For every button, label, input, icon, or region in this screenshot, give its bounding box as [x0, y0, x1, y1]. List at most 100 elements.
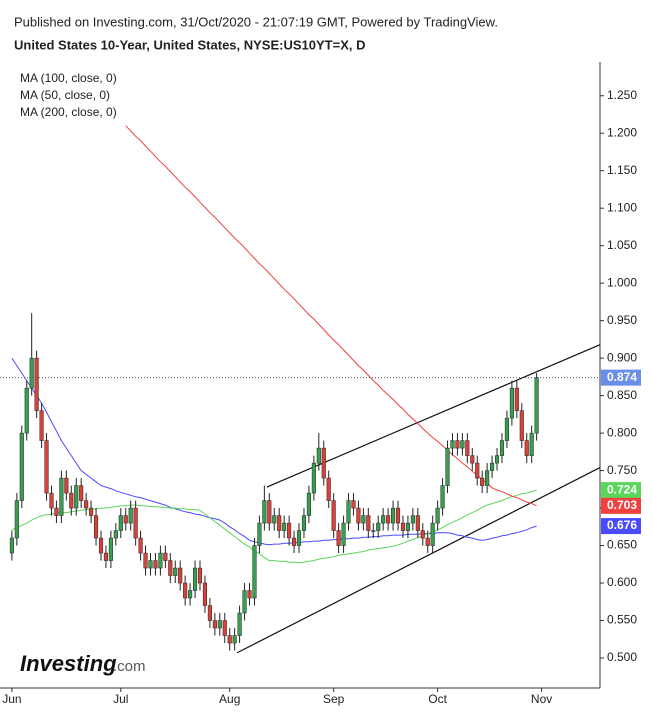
candle-body	[470, 455, 475, 464]
last-price-label: 0.874	[607, 370, 637, 384]
logo-suffix: .com	[113, 658, 146, 675]
x-tick-label: Jul	[113, 692, 128, 706]
y-tick-label: 0.550	[607, 613, 637, 627]
candle-body	[34, 357, 39, 411]
candle-body	[98, 537, 104, 554]
candle-body	[361, 515, 366, 524]
candle-body	[153, 560, 158, 569]
y-tick-label: 0.600	[607, 575, 637, 589]
candle-body	[391, 507, 396, 524]
candle-body	[306, 492, 311, 516]
candle-body	[188, 590, 193, 599]
candle-body	[425, 537, 430, 546]
candle-body	[173, 567, 178, 576]
y-tick-label: 1.100	[607, 200, 637, 214]
y-tick-label: 0.850	[607, 388, 637, 402]
ma-value-label: 0.724	[607, 482, 637, 496]
ma-value-label: 0.703	[607, 498, 637, 512]
candle-body	[232, 635, 237, 644]
candle-body	[296, 530, 302, 546]
candle-body	[301, 515, 307, 531]
x-tick-label: Aug	[219, 692, 240, 706]
moving-average	[11, 489, 537, 564]
candle-body	[183, 582, 188, 599]
candle-body	[282, 522, 287, 531]
candle-body	[420, 530, 425, 539]
candle-body	[74, 485, 79, 509]
candle-body	[64, 477, 69, 494]
candle-body	[524, 440, 529, 456]
candle-body	[405, 522, 410, 531]
candle-body	[242, 590, 247, 614]
ma-value-label-box	[601, 518, 641, 535]
candle-body	[108, 537, 113, 561]
candle-body	[44, 440, 49, 494]
legend: MA (100, close, 0) MA (50, close, 0) MA (2…	[20, 71, 117, 119]
y-tick-label: 0.900	[607, 350, 637, 364]
candle-body	[237, 612, 242, 636]
candle-body	[257, 522, 262, 546]
candle-body	[465, 440, 470, 456]
candle-body	[316, 447, 321, 464]
candle-body	[455, 440, 460, 449]
candle-body	[272, 515, 277, 524]
candle-body	[267, 500, 272, 524]
candle-body	[54, 507, 59, 516]
candle-body	[499, 440, 505, 456]
candle-body	[351, 500, 356, 509]
candle-body	[341, 522, 346, 546]
candle-body	[113, 530, 118, 539]
candle-body	[59, 477, 64, 516]
candle-body	[494, 455, 500, 464]
candle-body	[168, 560, 173, 576]
candle-body	[450, 440, 455, 449]
candle-body	[336, 530, 341, 546]
candle-body	[143, 552, 148, 569]
candle-body	[24, 387, 29, 434]
candle-body	[192, 567, 198, 591]
candle-body	[381, 515, 386, 524]
candle-body	[376, 522, 381, 531]
candle-body	[311, 462, 316, 494]
candle-body	[321, 447, 326, 479]
candle-body	[133, 507, 138, 539]
candle-body	[475, 462, 480, 479]
y-tick-label: 1.050	[607, 238, 637, 252]
candle-body	[435, 507, 440, 524]
candle-body	[480, 477, 485, 486]
y-tick-label: 1.150	[607, 163, 637, 177]
candle-body	[93, 515, 99, 539]
candle-body	[534, 377, 539, 434]
ma-value-label: 0.676	[607, 518, 637, 532]
legend-entry: MA (200, close, 0)	[20, 105, 117, 119]
x-tick-label: Oct	[428, 692, 447, 706]
candle-body	[207, 605, 212, 621]
candle-body	[49, 492, 54, 509]
candle-body	[212, 620, 217, 629]
candle-body	[410, 515, 415, 524]
candle-body	[148, 560, 153, 569]
candle-body	[79, 485, 84, 501]
candle-body	[509, 387, 514, 419]
published-note: Published on Investing.com, 31/Oct/2020 …	[14, 14, 498, 29]
candle-body	[29, 357, 34, 389]
y-tick-label: 1.200	[607, 125, 637, 139]
y-tick-label: 1.250	[607, 88, 637, 102]
candle-body	[519, 410, 524, 441]
candle-body	[386, 515, 391, 524]
candle-body	[69, 492, 74, 509]
candle-body	[123, 515, 128, 524]
candle-body	[19, 432, 24, 501]
candle-body	[331, 500, 336, 531]
candle-body	[252, 545, 257, 599]
candle-body	[14, 500, 19, 539]
x-tick-label: Jun	[2, 692, 21, 706]
x-tick-label: Sep	[323, 692, 345, 706]
candle-body	[287, 522, 292, 539]
candle-body	[356, 507, 361, 524]
y-tick-label: 0.800	[607, 425, 637, 439]
candle-body	[39, 410, 44, 441]
logo: Investing	[20, 651, 117, 676]
candle-body	[460, 440, 465, 449]
